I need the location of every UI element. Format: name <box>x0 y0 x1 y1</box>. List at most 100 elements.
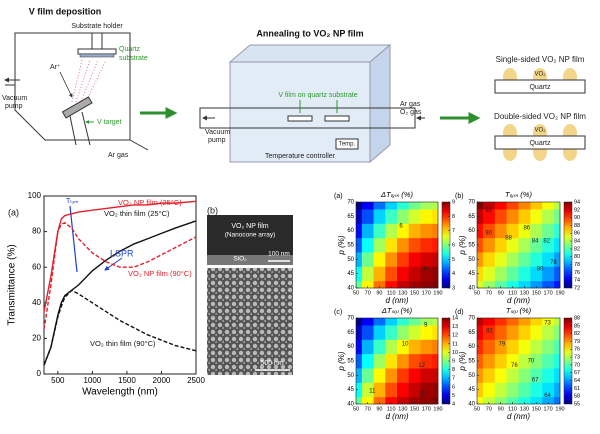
y-tick-label: 50 <box>468 373 475 379</box>
x-tick-label: 50 <box>474 290 480 296</box>
heat-cell <box>408 237 421 253</box>
gas-line <box>129 139 149 151</box>
colorbar-tick-label: 13 <box>452 324 458 330</box>
heat-cell <box>408 266 421 282</box>
heat-cell <box>356 223 363 239</box>
colorbar-tick-label: 7 <box>452 376 455 382</box>
heat-cell <box>432 318 439 326</box>
heat-cell <box>408 318 421 326</box>
x-tick-label: 90 <box>498 290 504 296</box>
heat-cell <box>494 325 507 340</box>
contour-label: 67 <box>532 377 539 383</box>
heat-cell <box>477 202 484 210</box>
heat-cell <box>420 318 433 326</box>
heat-cell <box>432 223 439 239</box>
heat-cell <box>373 252 386 267</box>
heat-cell <box>373 396 386 405</box>
heat-cell <box>408 202 421 210</box>
y-tick-label: 65 <box>347 214 354 220</box>
heat-cell <box>432 252 439 267</box>
contour-label: 12 <box>418 363 425 369</box>
heat-cell <box>432 368 439 383</box>
furnace-side <box>369 43 391 164</box>
heat-cell <box>542 266 555 282</box>
heat-cell <box>554 202 561 210</box>
heat-cell <box>408 252 421 267</box>
heat-cell <box>530 237 543 253</box>
heat-cell <box>356 368 363 383</box>
heat-cell <box>420 396 433 405</box>
heat-cell <box>356 339 363 355</box>
colorbar-tick-label: 12 <box>452 333 458 339</box>
chart-title: ΔTₛₒₗ (%) <box>381 306 413 315</box>
heat-cell <box>506 353 519 369</box>
chart-title: Tₛₒₗ (%) <box>506 306 532 315</box>
colorbar-tick-label: 4 <box>452 401 455 407</box>
y-tick-label: 65 <box>468 214 475 220</box>
x-tick-label: 70 <box>486 290 492 296</box>
heat-cell <box>530 252 543 267</box>
gas-label: Ar gas <box>108 152 129 159</box>
heat-cell <box>530 339 543 355</box>
heat-cell <box>477 266 484 282</box>
colorbar-tick-label: 74 <box>574 278 580 284</box>
quartz-plate <box>79 53 115 58</box>
annealing-schematic: Annealing to VO₂ NP film V film on quart… <box>199 28 425 164</box>
heat-cell <box>397 325 410 340</box>
heat-cell <box>408 223 421 239</box>
heat-cell <box>408 339 421 355</box>
holder-label: Substrate holder <box>71 23 123 30</box>
y-tick-label: 60 <box>468 344 475 350</box>
panel-label: (a) <box>8 207 19 217</box>
heat-cell <box>420 223 433 239</box>
heat-cell <box>361 252 374 267</box>
heat-cell <box>373 318 386 326</box>
colorbar-tick-label: 67 <box>574 370 580 376</box>
legend-entry: VO₂ thin film (90°C) <box>90 339 156 348</box>
heat-cell <box>482 223 496 239</box>
y-axis-label: p (%) <box>458 351 467 371</box>
heat-cell <box>506 396 519 405</box>
heat-cell <box>408 280 421 289</box>
contour-label: 92 <box>485 208 492 214</box>
heat-cell <box>530 280 543 289</box>
heat-cell <box>506 237 519 253</box>
heat-cell <box>432 325 439 340</box>
holder-rod <box>91 32 103 50</box>
ion-arrow <box>59 71 73 98</box>
contour-label: 90 <box>485 231 492 237</box>
series-line <box>43 289 197 366</box>
colorbar-tick-label: 7 <box>452 228 455 234</box>
x-tick-label: 130 <box>520 290 529 296</box>
colorbar-tick-label: 6 <box>452 384 455 390</box>
x-tick-label: 150 <box>410 290 419 296</box>
x-tick-label: 50 <box>353 406 359 412</box>
heat-cell <box>361 353 374 369</box>
heat-cell <box>408 368 421 383</box>
heat-cell <box>494 353 507 369</box>
heat-cell <box>385 202 398 210</box>
heat-cell <box>542 339 555 355</box>
heat-cell <box>482 202 496 210</box>
heat-cell <box>506 339 519 355</box>
tlum-line <box>69 205 78 273</box>
y-tick-label: 45 <box>347 387 354 393</box>
colorbar-tick-label: 94 <box>574 199 580 205</box>
x-tick-label: 1500 <box>118 376 136 385</box>
heat-cell <box>361 209 374 224</box>
target-stand <box>69 111 91 146</box>
heat-cell <box>530 353 543 369</box>
x-axis-label: d (nm) <box>507 412 530 421</box>
quartz-block <box>494 79 586 94</box>
heat-cell <box>356 280 363 289</box>
heat-cell <box>542 353 555 369</box>
heat-cell <box>530 325 543 340</box>
heat-cell <box>530 382 543 398</box>
heat-cell <box>356 382 363 398</box>
heat-cell <box>518 209 531 224</box>
heat-cell <box>477 339 484 355</box>
x-tick-label: 170 <box>422 406 431 412</box>
heat-cell <box>397 202 410 210</box>
heat-cell <box>373 368 386 383</box>
heat-cell <box>518 353 531 369</box>
